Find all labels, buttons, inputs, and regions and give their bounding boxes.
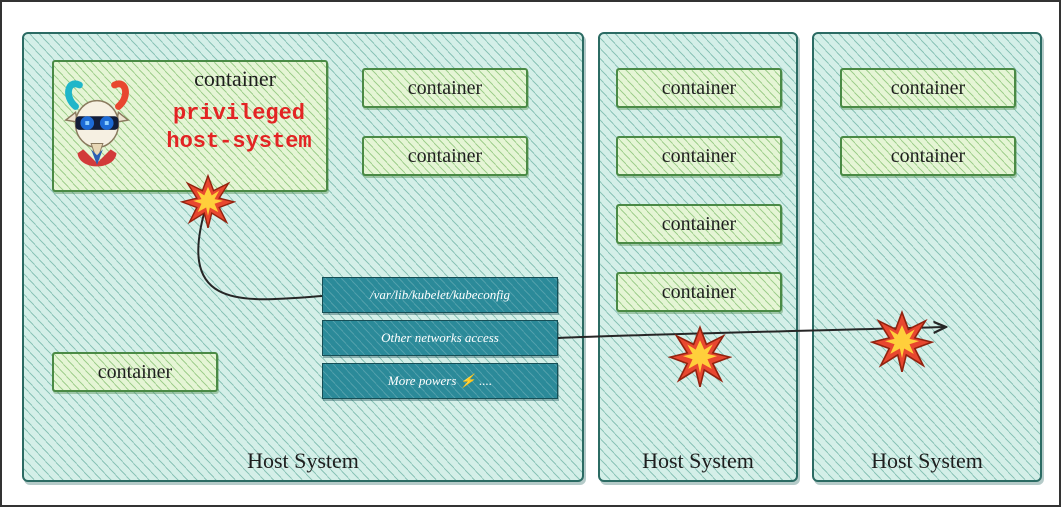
container-label: container [662,213,736,236]
diagram-canvas: Host System Host System Host System cont… [0,0,1061,507]
goat-mascot-icon [58,74,136,174]
capability-box: More powers ⚡ .... [322,363,558,399]
container-label: container [408,77,482,100]
container-label: container [662,145,736,168]
container-label: container [662,77,736,100]
container-label: container [662,281,736,304]
container-label: container [408,145,482,168]
container-label: container [891,145,965,168]
capability-label: More powers ⚡ .... [388,373,492,389]
capability-box: /var/lib/kubelet/kubeconfig [322,277,558,313]
host-system-label: Host System [600,448,796,474]
container-box: container [616,136,782,176]
container-box: container [616,204,782,244]
privileged-container-title: container [150,66,320,92]
container-box: container [840,136,1016,176]
container-label: container [98,361,172,384]
container-box: container [362,136,528,176]
privileged-container-flags: privileged host-system [150,100,328,155]
host-system-label: Host System [814,448,1040,474]
container-box: container [616,272,782,312]
capability-box: Other networks access [322,320,558,356]
container-box: container [52,352,218,392]
container-label: container [891,77,965,100]
capability-label: Other networks access [381,330,499,346]
host-system-label: Host System [24,448,582,474]
container-box: container [616,68,782,108]
container-box: container [362,68,528,108]
capability-label: /var/lib/kubelet/kubeconfig [370,287,510,303]
container-box: container [840,68,1016,108]
